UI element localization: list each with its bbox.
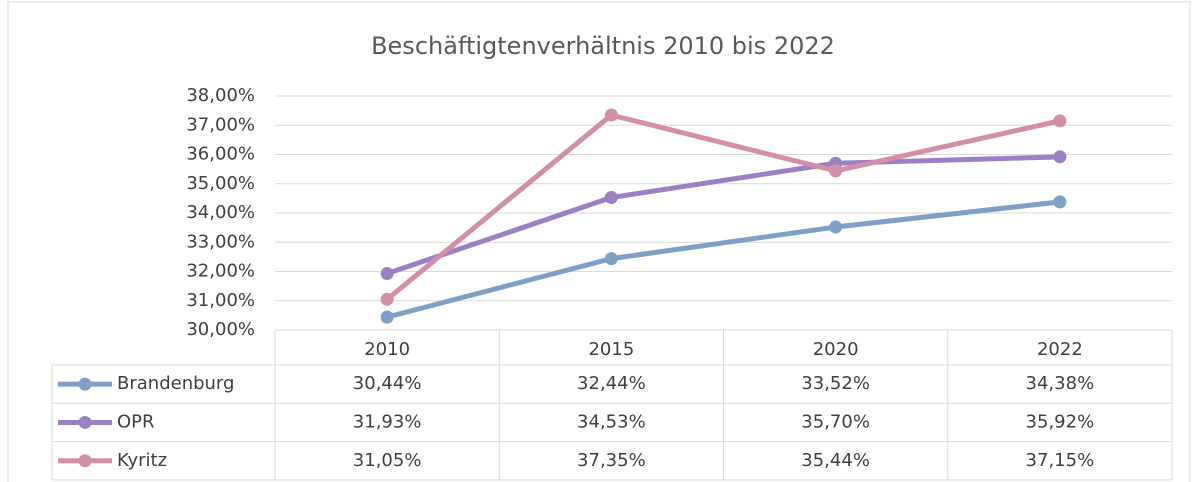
series-line: [386, 199, 1061, 320]
data-point: [380, 267, 394, 281]
legend-key-marker: [78, 377, 92, 391]
table-value: 34,38%: [1026, 373, 1095, 394]
series-line: [385, 112, 1061, 302]
legend-key-marker: [78, 415, 92, 429]
y-tick-label: 34,00%: [186, 202, 255, 223]
table-value: 30,44%: [353, 373, 422, 394]
table-value: 35,92%: [1026, 411, 1095, 432]
legend-label: Kyritz: [117, 450, 167, 471]
data-point: [1053, 195, 1067, 209]
chart-title: Beschäftigtenverhältnis 2010 bis 2022: [371, 32, 835, 60]
legend-label: OPR: [117, 411, 155, 432]
table-value: 31,05%: [353, 450, 422, 471]
data-point: [380, 292, 394, 306]
series-line: [386, 154, 1060, 276]
x-tick-label: 2010: [364, 339, 410, 360]
y-tick-label: 38,00%: [186, 85, 255, 106]
data-point: [1053, 150, 1067, 164]
table-value: 35,44%: [801, 450, 870, 471]
data-point: [604, 252, 618, 266]
table-value: 37,15%: [1026, 450, 1095, 471]
y-tick-label: 37,00%: [186, 114, 255, 135]
legend-label: Brandenburg: [117, 373, 234, 394]
data-point: [829, 220, 843, 234]
data-point: [604, 190, 618, 204]
data-point: [829, 164, 843, 178]
y-tick-label: 32,00%: [186, 261, 255, 282]
table-value: 31,93%: [353, 411, 422, 432]
x-tick-label: 2022: [1037, 339, 1083, 360]
table-value: 34,53%: [577, 411, 646, 432]
y-tick-label: 36,00%: [186, 144, 255, 165]
y-tick-label: 31,00%: [186, 290, 255, 311]
table-value: 33,52%: [801, 373, 870, 394]
y-tick-label: 35,00%: [186, 173, 255, 194]
table-value: 37,35%: [577, 450, 646, 471]
data-point: [604, 108, 618, 122]
table-value: 35,70%: [801, 411, 870, 432]
y-tick-label: 30,00%: [186, 319, 255, 340]
table-value: 32,44%: [577, 373, 646, 394]
legend-key-marker: [78, 454, 92, 468]
data-point: [380, 310, 394, 324]
y-tick-label: 33,00%: [186, 231, 255, 252]
data-point: [1053, 114, 1067, 128]
x-tick-label: 2015: [588, 339, 634, 360]
x-tick-label: 2020: [813, 339, 859, 360]
